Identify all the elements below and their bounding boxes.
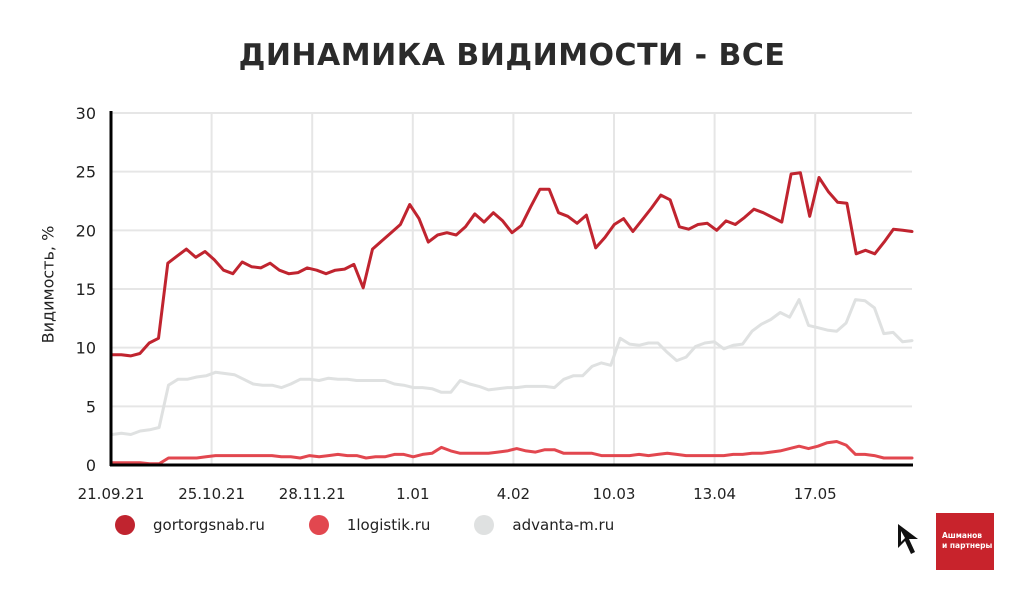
svg-text:30: 30 (76, 104, 96, 123)
svg-text:13.04: 13.04 (693, 485, 736, 503)
legend-label: 1logistik.ru (346, 516, 431, 534)
svg-text:1.01: 1.01 (396, 485, 429, 503)
logo-line-1: Ашманов (942, 531, 983, 540)
legend-item-1logistik[interactable]: 1logistik.ru (308, 515, 431, 535)
svg-text:10.03: 10.03 (593, 485, 636, 503)
legend: gortorgsnab.ru 1logistik.ru advanta-m.ru (115, 515, 658, 535)
x-tick-labels: 21.09.21 25.10.21 28.11.21 1.01 4.02 10.03 13.… (78, 485, 837, 503)
legend-label: advanta-m.ru (512, 516, 615, 534)
chart-title: ДИНАМИКА ВИДИМОСТИ - ВСЕ (238, 38, 786, 73)
svg-text:0: 0 (86, 456, 96, 475)
svg-text:17.05: 17.05 (794, 485, 837, 503)
svg-text:10: 10 (76, 339, 96, 358)
series-lines (110, 171, 914, 466)
legend-dot-icon (474, 515, 495, 535)
svg-text:25: 25 (76, 163, 96, 182)
cursor-logo-icon (898, 524, 918, 554)
gridlines (111, 112, 912, 465)
y-tick-labels: 0 5 10 15 20 25 30 (76, 104, 96, 475)
legend-item-advanta[interactable]: advanta-m.ru (474, 515, 614, 535)
svg-text:28.11.21: 28.11.21 (279, 485, 346, 503)
svg-text:5: 5 (86, 397, 96, 416)
svg-text:4.02: 4.02 (497, 485, 530, 503)
svg-text:21.09.21: 21.09.21 (78, 485, 145, 503)
legend-item-gortorgsnab[interactable]: gortorgsnab.ru (115, 515, 265, 535)
svg-text:20: 20 (76, 221, 96, 240)
svg-text:25.10.21: 25.10.21 (178, 485, 245, 503)
logo-line-2: и партнеры (942, 541, 993, 550)
svg-text:15: 15 (76, 280, 96, 299)
y-axis-label: Видимость, % (38, 225, 58, 344)
axes (109, 111, 913, 467)
legend-dot-icon (115, 515, 135, 535)
company-logo: Ашманов и партнеры (936, 513, 994, 570)
legend-dot-icon (308, 515, 329, 535)
legend-label: gortorgsnab.ru (153, 516, 265, 534)
